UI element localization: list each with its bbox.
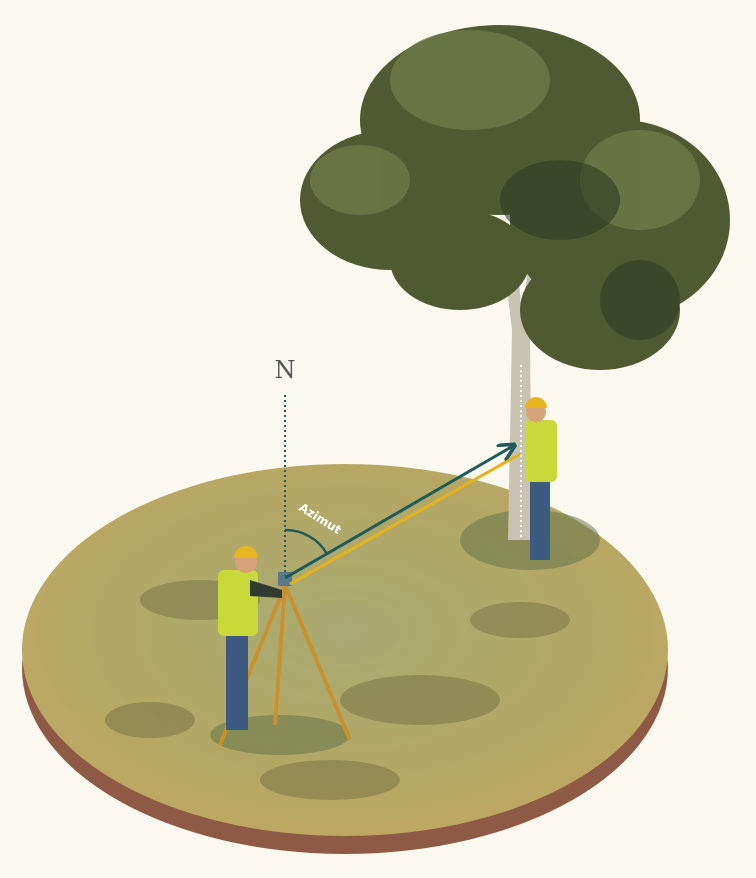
surveyor-1	[218, 546, 352, 746]
ground-disk	[22, 464, 668, 854]
measurement	[284, 395, 521, 586]
tree	[300, 25, 730, 540]
north-label: N	[275, 356, 296, 384]
surveyor-2	[525, 397, 557, 560]
